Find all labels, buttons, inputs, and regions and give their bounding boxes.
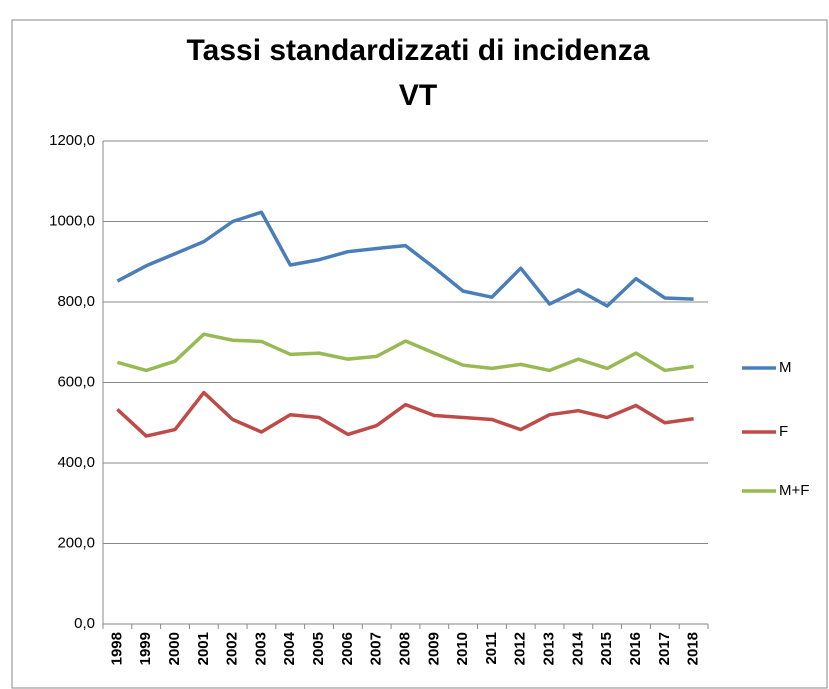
x-tick-label: 2005 bbox=[310, 632, 327, 665]
x-tick-label: 2017 bbox=[656, 632, 673, 665]
y-tick-label: 1000,0 bbox=[49, 212, 95, 229]
x-tick-label: 2013 bbox=[541, 632, 558, 665]
line-series bbox=[116, 210, 694, 308]
y-tick-label: 200,0 bbox=[57, 534, 95, 551]
legend-label: F bbox=[779, 423, 788, 440]
y-tick-label: 800,0 bbox=[57, 293, 95, 310]
x-tick-label: 2015 bbox=[598, 632, 615, 665]
legend-label: M bbox=[779, 359, 792, 376]
x-tick-label: 2011 bbox=[483, 632, 500, 665]
line-series bbox=[116, 390, 694, 438]
x-tick-label: 2008 bbox=[396, 632, 413, 665]
x-tick-label: 2004 bbox=[281, 631, 298, 665]
x-tick-label: 2001 bbox=[195, 632, 212, 665]
x-tick-label: 2018 bbox=[685, 632, 702, 665]
x-tick-label: 2009 bbox=[425, 632, 442, 665]
chart-title: Tassi standardizzati di incidenza bbox=[187, 34, 650, 67]
x-tick-label: 2002 bbox=[224, 632, 241, 665]
y-tick-label: 0,0 bbox=[74, 615, 95, 632]
y-tick-label: 600,0 bbox=[57, 373, 95, 390]
x-tick-label: 2003 bbox=[252, 632, 269, 665]
y-tick-label: 1200,0 bbox=[49, 132, 95, 149]
x-tick-label: 2014 bbox=[569, 631, 586, 665]
x-tick-label: 2012 bbox=[512, 632, 529, 665]
x-tick-label: 1998 bbox=[108, 632, 125, 665]
legend-label: M+F bbox=[779, 482, 809, 499]
x-tick-label: 2010 bbox=[454, 632, 471, 665]
x-tick-label: 2006 bbox=[339, 632, 356, 665]
x-tick-label: 1999 bbox=[137, 632, 154, 665]
chart-border bbox=[11, 19, 828, 689]
x-tick-label: 2016 bbox=[627, 632, 644, 665]
chart-title: VT bbox=[399, 79, 437, 112]
x-tick-label: 2000 bbox=[166, 632, 183, 665]
y-tick-label: 400,0 bbox=[57, 454, 95, 471]
line-series bbox=[116, 332, 694, 373]
x-tick-label: 2007 bbox=[368, 632, 385, 665]
